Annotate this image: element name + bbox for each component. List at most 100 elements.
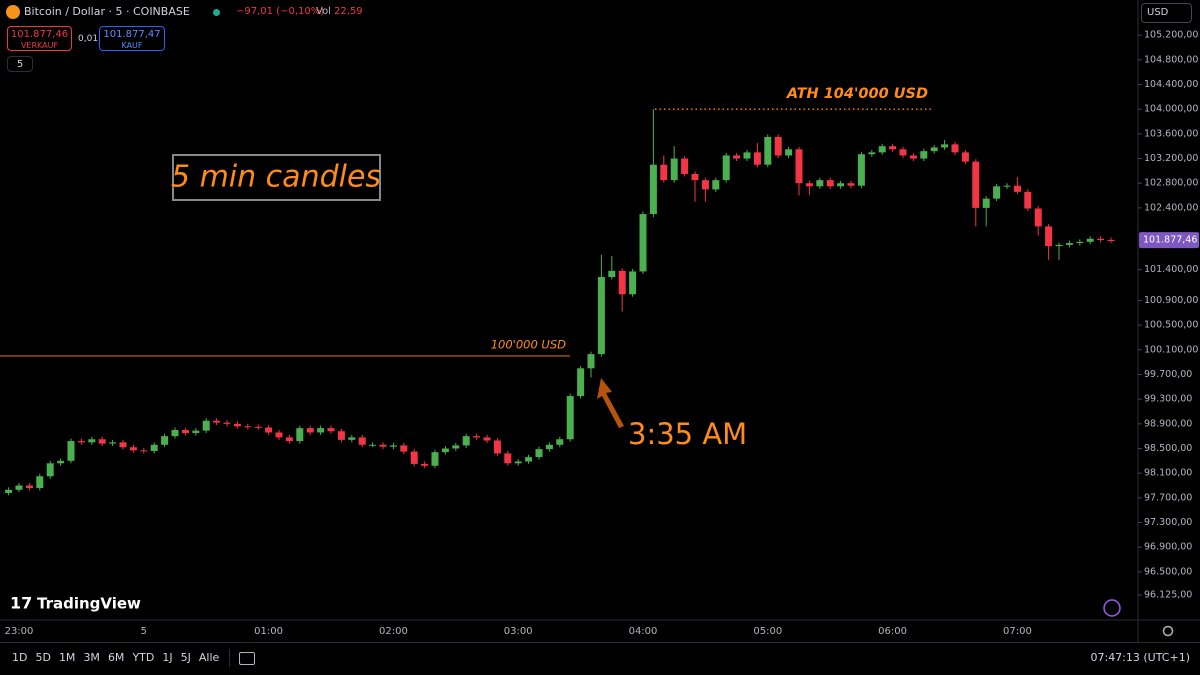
candle-body <box>982 198 990 208</box>
candle-body <box>119 442 127 448</box>
y-tick-label: 96.500,00 <box>1144 566 1192 577</box>
chart: 5 min candles 3:35 AM 17 TradingView 105… <box>0 0 1200 642</box>
candle-body <box>535 449 543 458</box>
range-button[interactable]: 6M <box>107 651 125 664</box>
candle-body <box>525 457 533 462</box>
sell-price: 101.877,46 <box>10 29 69 40</box>
candle-body <box>857 154 865 186</box>
buy-price: 101.877,47 <box>103 29 161 40</box>
date-range-icon[interactable] <box>239 652 255 665</box>
candle-body <box>1045 226 1053 247</box>
candle-body <box>1065 243 1073 245</box>
candle-body <box>1107 239 1115 241</box>
candle-body <box>25 485 33 488</box>
candle-body <box>618 270 626 295</box>
candle-body <box>774 136 782 156</box>
range-button[interactable]: 1D <box>12 651 28 664</box>
interval-button[interactable]: 5 <box>7 56 33 72</box>
candle-body <box>899 149 907 156</box>
y-tick-label: 103.200,00 <box>1144 153 1198 164</box>
candle-body <box>327 428 335 432</box>
candle-body <box>88 439 96 443</box>
candle-body <box>202 420 210 431</box>
candle-body <box>285 437 293 442</box>
candle-body <box>920 151 928 159</box>
candle-body <box>629 271 637 295</box>
y-tick-label: 96.125,00 <box>1144 590 1192 601</box>
currency-button[interactable]: USD <box>1141 3 1192 23</box>
range-button[interactable]: 5J <box>180 651 191 664</box>
candle-body <box>608 270 616 277</box>
clock: 07:47:13 (UTC+1) <box>1090 651 1190 664</box>
range-button[interactable]: 3M <box>83 651 100 664</box>
y-tick-label: 97.700,00 <box>1144 492 1192 503</box>
range-button[interactable]: 1J <box>162 651 173 664</box>
candle-body <box>223 422 231 424</box>
note: 3:35 AM <box>628 417 747 451</box>
candle-body <box>296 428 304 442</box>
candle-body <box>192 430 200 434</box>
candle-body <box>504 453 512 464</box>
candle-body <box>1076 241 1084 244</box>
candle-body <box>847 183 855 186</box>
x-tick-label: 02:00 <box>379 626 408 637</box>
candle-body <box>493 440 501 454</box>
range-button[interactable]: Alle <box>198 651 220 664</box>
candle-body <box>826 180 834 187</box>
candle-body <box>1097 238 1105 240</box>
range-list: 1D 5D 1M 3M 6M YTD 1J 5J Alle <box>8 643 223 673</box>
candle-body <box>878 146 886 153</box>
y-tick-label: 104.400,00 <box>1144 79 1198 90</box>
y-tick-label: 100.100,00 <box>1144 344 1198 355</box>
arrow <box>597 378 624 428</box>
candle-body <box>77 441 85 443</box>
candle-body <box>129 447 137 451</box>
change: −97,01 (−0,10%) <box>236 6 325 17</box>
candle-body <box>431 452 439 466</box>
candle-body <box>764 136 772 165</box>
candle-body <box>213 420 221 423</box>
candle-body <box>150 444 158 451</box>
y-tick-label: 104.000,00 <box>1144 104 1198 115</box>
candle-body <box>805 183 813 187</box>
sell-button[interactable]: 101.877,46 VERKAUF <box>7 26 72 51</box>
symbol[interactable]: Bitcoin / Dollar · 5 · COINBASE <box>24 5 190 18</box>
candle-body <box>15 485 23 490</box>
settings-icon[interactable] <box>1162 625 1174 637</box>
candle-body <box>1055 244 1063 247</box>
logo-glyph: 17 <box>10 594 32 613</box>
toolbar: 1D 5D 1M 3M 6M YTD 1J 5J Alle 07:47:13 (UTC+1) <box>0 642 1200 675</box>
alert-icon[interactable] <box>1103 599 1121 617</box>
candle-body <box>660 164 668 181</box>
candle-body <box>816 180 824 187</box>
x-tick-label: 23:00 <box>5 626 34 637</box>
candle-body <box>577 368 585 397</box>
candle-body <box>462 436 470 446</box>
candle-body <box>5 489 13 493</box>
x-tick-label: 01:00 <box>254 626 283 637</box>
candle-body <box>566 396 574 440</box>
y-tick-label: 105.200,00 <box>1144 30 1198 41</box>
y-tick-label: 102.400,00 <box>1144 202 1198 213</box>
candle-body <box>670 158 678 181</box>
y-tick-label: 98.500,00 <box>1144 443 1192 454</box>
y-tick-label: 102.800,00 <box>1144 178 1198 189</box>
range-button[interactable]: 5D <box>35 651 51 664</box>
x-tick-label: 06:00 <box>878 626 907 637</box>
candle-body <box>868 152 876 155</box>
range-button[interactable]: YTD <box>132 651 155 664</box>
y-tick-label: 99.700,00 <box>1144 369 1192 380</box>
logo: TradingView <box>37 595 141 613</box>
candle-body <box>514 461 522 464</box>
candle-body <box>369 444 377 446</box>
candle-body <box>681 158 689 174</box>
candle-body <box>545 444 553 450</box>
vol-label: Vol <box>316 6 331 17</box>
range-button[interactable]: 1M <box>58 651 76 664</box>
level-label: 100'000 USD <box>491 337 566 351</box>
candle-body <box>795 149 803 184</box>
candle-body <box>161 436 169 445</box>
spread: 0,01 <box>78 34 99 44</box>
buy-button[interactable]: 101.877,47 KAUF <box>99 26 165 51</box>
